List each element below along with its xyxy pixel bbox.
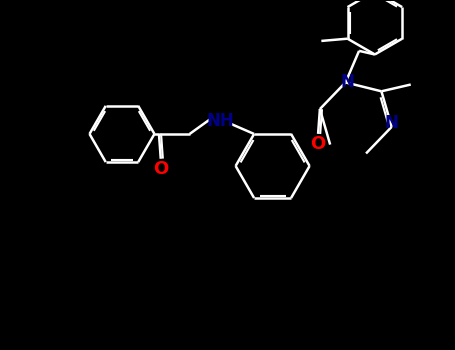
Text: N: N: [385, 114, 399, 132]
Text: O: O: [310, 135, 326, 153]
Text: O: O: [153, 160, 168, 178]
Text: N: N: [341, 74, 355, 91]
Text: NH: NH: [207, 112, 234, 130]
